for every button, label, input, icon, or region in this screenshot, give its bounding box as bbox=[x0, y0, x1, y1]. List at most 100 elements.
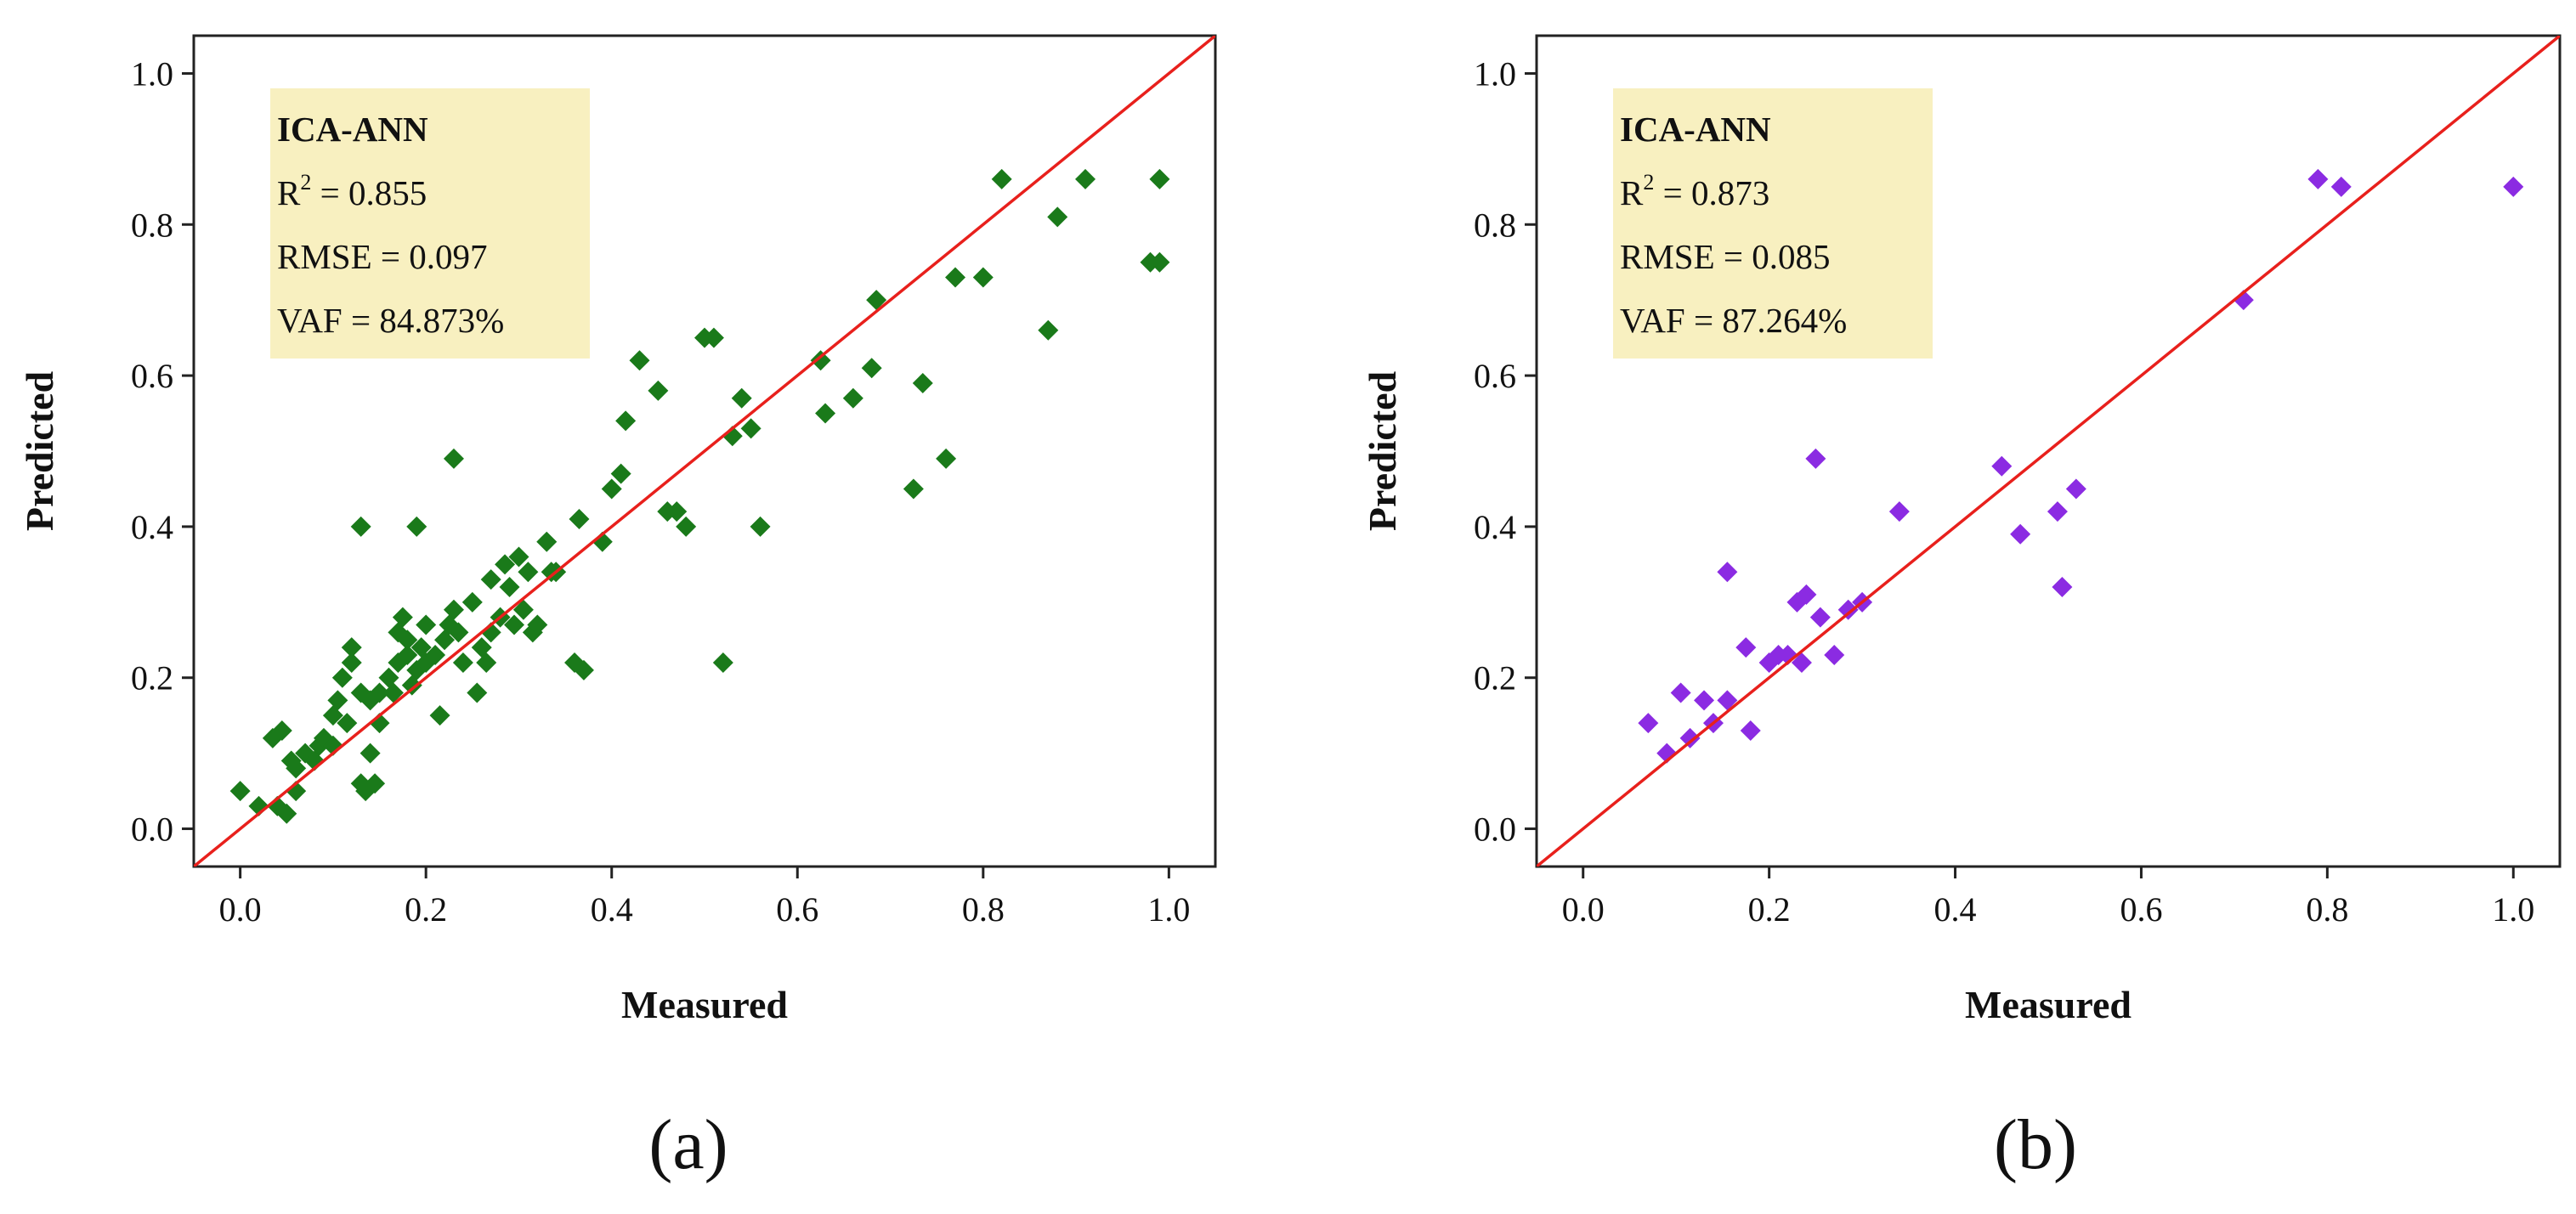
x-tick-label: 0.2 bbox=[405, 890, 447, 929]
data-point bbox=[416, 614, 437, 635]
x-tick-label: 0.2 bbox=[1748, 890, 1791, 929]
y-tick-label: 0.8 bbox=[1474, 206, 1516, 244]
data-point bbox=[443, 448, 464, 469]
data-point bbox=[518, 562, 539, 583]
plot-frame bbox=[192, 34, 1217, 868]
data-point bbox=[499, 577, 520, 598]
data-point bbox=[1694, 690, 1715, 711]
data-point bbox=[1075, 168, 1096, 189]
data-point bbox=[503, 614, 524, 635]
chart-panel-0: 0.0 0.2 0.4 0.6 0.8 1.0 0.0 0.2 0.4 0.6 0.8 1.0 Meas… bbox=[18, 34, 1217, 1184]
data-point bbox=[467, 682, 488, 703]
x-tick-label: 1.0 bbox=[1147, 890, 1190, 929]
data-point bbox=[666, 501, 688, 522]
fit-line bbox=[1537, 36, 2560, 867]
data-point bbox=[648, 380, 669, 401]
data-point bbox=[1038, 319, 1059, 341]
data-point bbox=[508, 546, 529, 567]
stats-rmse: RMSE = 0.097 bbox=[277, 237, 488, 276]
data-point bbox=[722, 426, 743, 447]
data-point bbox=[271, 720, 292, 741]
data-point bbox=[392, 607, 413, 628]
data-point bbox=[1638, 713, 1659, 734]
x-tick-label: 0.0 bbox=[1562, 890, 1605, 929]
y-axis-title: Predicted bbox=[18, 370, 61, 531]
data-point bbox=[410, 637, 432, 658]
y-tick-label: 1.0 bbox=[131, 54, 173, 93]
data-point bbox=[2047, 501, 2068, 522]
data-point bbox=[378, 667, 399, 688]
data-point bbox=[369, 682, 390, 703]
data-point bbox=[1796, 584, 1817, 605]
stats-box bbox=[270, 88, 590, 359]
data-point bbox=[936, 448, 957, 469]
stats-title: ICA-ANN bbox=[1620, 110, 1771, 149]
data-point bbox=[750, 516, 771, 537]
data-point bbox=[495, 554, 516, 575]
data-point bbox=[945, 267, 966, 288]
x-tick-label: 0.6 bbox=[2120, 890, 2162, 929]
data-point bbox=[429, 705, 450, 726]
y-tick-label: 0.2 bbox=[1474, 659, 1516, 697]
data-point bbox=[1679, 727, 1701, 748]
data-point bbox=[382, 682, 404, 703]
stats-box bbox=[1613, 88, 1933, 359]
data-point bbox=[1717, 690, 1738, 711]
data-point bbox=[341, 637, 362, 658]
x-tick-label: 0.4 bbox=[1934, 890, 1977, 929]
y-tick-label: 0.6 bbox=[1474, 357, 1516, 395]
data-point bbox=[360, 743, 381, 764]
data-point bbox=[1837, 599, 1859, 620]
data-point bbox=[471, 637, 492, 658]
data-point bbox=[2065, 478, 2086, 500]
y-tick-label: 0.8 bbox=[131, 206, 173, 244]
x-tick-label: 0.6 bbox=[776, 890, 818, 929]
y-tick-label: 0.4 bbox=[1474, 508, 1516, 546]
data-point bbox=[527, 614, 548, 635]
x-axis-title: Measured bbox=[1965, 983, 2132, 1026]
data-point bbox=[425, 645, 446, 666]
data-point bbox=[1809, 607, 1831, 628]
stats-vaf: VAF = 84.873% bbox=[277, 301, 504, 340]
stats-title: ICA-ANN bbox=[277, 110, 428, 149]
data-point bbox=[2307, 168, 2329, 189]
data-point bbox=[866, 290, 887, 311]
data-point bbox=[861, 358, 882, 379]
data-point bbox=[365, 773, 386, 794]
stats-vaf: VAF = 87.264% bbox=[1620, 301, 1847, 340]
data-point bbox=[815, 403, 836, 424]
data-point bbox=[229, 781, 251, 802]
data-point bbox=[676, 516, 697, 537]
data-point bbox=[2010, 523, 2031, 545]
data-point bbox=[573, 659, 594, 680]
data-point bbox=[443, 599, 464, 620]
data-point bbox=[842, 387, 863, 409]
data-point bbox=[536, 531, 558, 552]
data-point bbox=[350, 516, 371, 537]
data-point bbox=[2330, 176, 2352, 197]
data-point bbox=[615, 410, 637, 432]
data-point bbox=[569, 509, 590, 530]
data-point bbox=[397, 645, 418, 666]
data-point bbox=[452, 652, 473, 673]
data-point bbox=[480, 569, 501, 590]
data-point bbox=[1735, 637, 1757, 658]
plot-frame bbox=[1535, 34, 2562, 868]
data-point bbox=[286, 758, 307, 779]
data-point bbox=[991, 168, 1012, 189]
stats-r2: R2 = 0.855 bbox=[277, 170, 427, 212]
data-point bbox=[1149, 168, 1170, 189]
data-point bbox=[1717, 562, 1738, 583]
y-tick-label: 0.4 bbox=[131, 508, 173, 546]
chart-panel-1: 0.0 0.2 0.4 0.6 0.8 1.0 0.0 0.2 0.4 0.6 0.8 1.0 Meas… bbox=[1361, 34, 2562, 1184]
data-point bbox=[322, 705, 343, 726]
data-point bbox=[327, 690, 348, 711]
data-point bbox=[703, 327, 724, 348]
data-point bbox=[434, 630, 456, 651]
y-tick-label: 1.0 bbox=[1474, 54, 1516, 93]
data-point bbox=[331, 667, 353, 688]
y-tick-label: 0.0 bbox=[1474, 810, 1516, 849]
data-point bbox=[972, 267, 994, 288]
data-point bbox=[740, 418, 761, 439]
x-tick-label: 0.4 bbox=[591, 890, 633, 929]
